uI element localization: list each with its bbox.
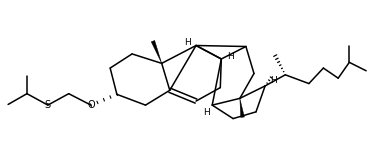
Text: H: H [203, 108, 210, 117]
Text: H: H [227, 52, 234, 61]
Text: S: S [45, 100, 51, 110]
Polygon shape [151, 40, 162, 63]
Text: H: H [184, 38, 191, 47]
Polygon shape [240, 98, 244, 117]
Text: O: O [87, 100, 95, 110]
Text: H: H [270, 76, 277, 85]
